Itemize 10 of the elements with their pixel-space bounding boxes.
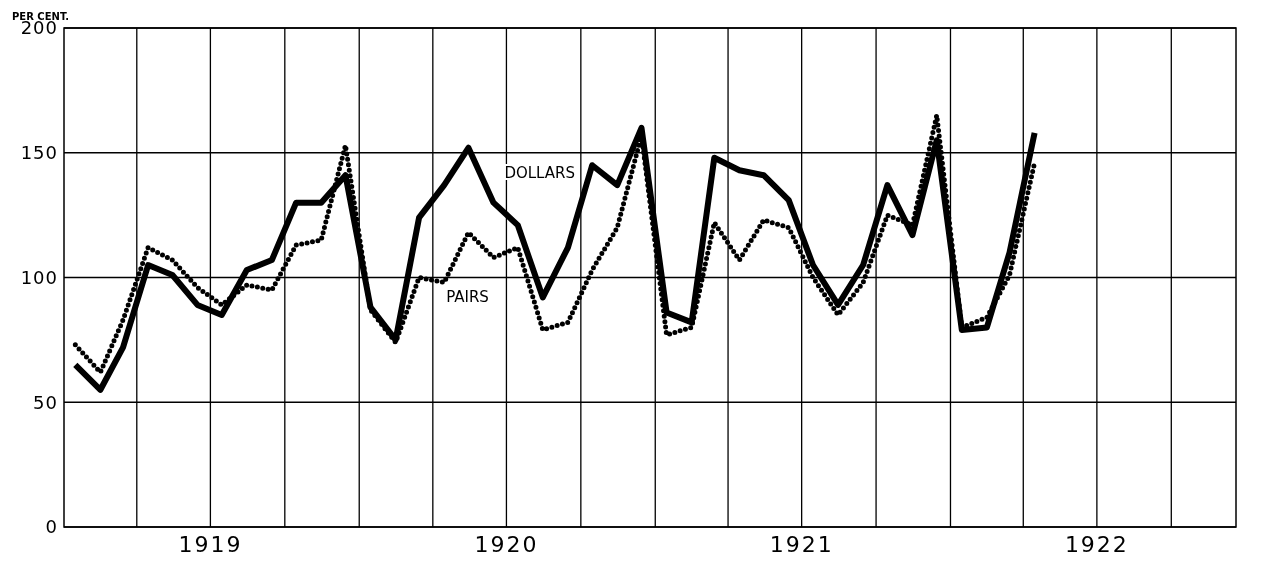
- y-tick-label: 50: [33, 391, 58, 413]
- y-tick-label: 0: [45, 516, 58, 538]
- x-tick-label: 1920: [474, 532, 539, 557]
- y-tick-label: 100: [20, 266, 58, 288]
- y-tick-label: 150: [20, 142, 58, 164]
- series-label: DOLLARS: [504, 163, 576, 182]
- x-tick-label: 1921: [769, 532, 834, 557]
- x-tick-label: 1919: [178, 532, 243, 557]
- x-tick-label: 1922: [1064, 532, 1129, 557]
- series-label: PAIRS: [446, 288, 489, 307]
